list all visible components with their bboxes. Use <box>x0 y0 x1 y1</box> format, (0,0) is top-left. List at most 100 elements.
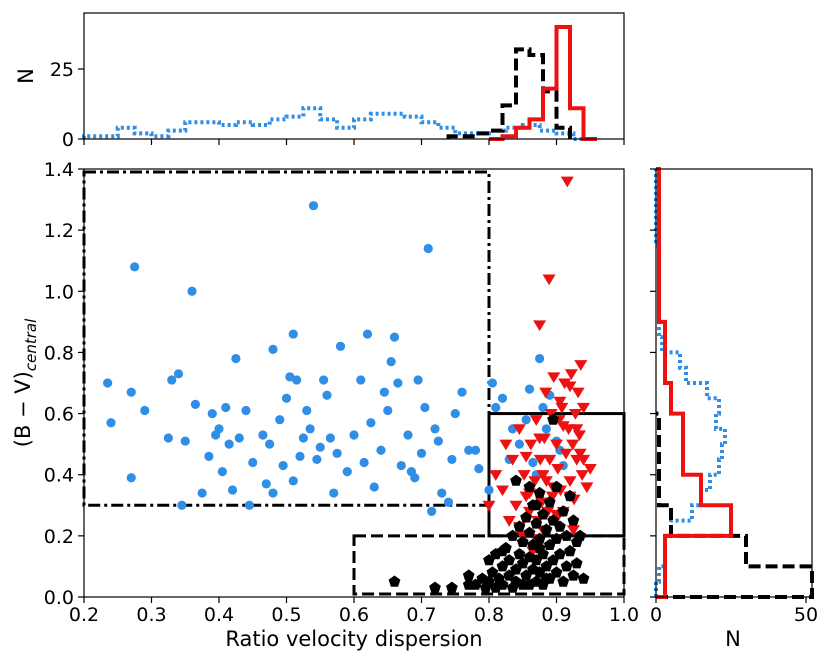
data-point-pentagon <box>550 480 563 492</box>
data-point-triangle <box>555 402 569 414</box>
y-tick-label: 0.8 <box>44 342 74 364</box>
y-tick-label: 1.0 <box>44 281 74 303</box>
data-point-circle <box>470 445 481 455</box>
data-point-triangle <box>524 439 538 451</box>
right-histogram-x-label: N <box>725 627 741 651</box>
data-point-pentagon <box>560 560 573 572</box>
data-point-triangle <box>536 470 550 481</box>
data-point-circle <box>433 436 443 446</box>
data-point-circle <box>130 262 140 272</box>
data-point-circle <box>126 473 136 483</box>
y-tick-label: 0.2 <box>44 526 74 548</box>
data-point-pentagon <box>564 544 576 557</box>
data-point-triangle <box>574 360 588 371</box>
data-point-pentagon <box>574 529 586 541</box>
data-point-pentagon <box>533 486 546 499</box>
data-point-circle <box>288 329 298 339</box>
top-histogram-dotted-series <box>82 106 591 141</box>
x-axis-ticks: 0.2 0.3 0.4 0.5 0.6 0.7 0.8 0.9 1.0 <box>69 597 639 626</box>
data-point-circle <box>450 408 460 419</box>
data-point-triangle <box>566 439 580 451</box>
data-point-circle <box>447 454 457 465</box>
data-point-circle <box>244 500 254 510</box>
right-histogram-dashed-series <box>656 411 814 599</box>
y-tick-label: 0.4 <box>44 465 74 487</box>
x-tick-label: 0.6 <box>339 604 369 626</box>
right-histogram: 0 50 N <box>650 167 818 651</box>
data-point-triangle <box>528 476 542 488</box>
data-point-circle <box>491 402 501 413</box>
top-histogram-bars <box>82 25 597 141</box>
right-histogram-frame <box>655 168 813 598</box>
region-dashdot <box>82 170 491 507</box>
data-point-triangle <box>512 424 526 436</box>
data-point-pentagon <box>547 514 559 526</box>
data-point-circle <box>292 375 302 385</box>
data-point-pentagon <box>557 575 570 587</box>
y-axis-label-subscript: central <box>22 318 40 371</box>
data-point-pentagon <box>577 572 590 584</box>
data-point-circle <box>349 430 359 440</box>
data-point-triangle <box>543 454 557 466</box>
data-point-circle <box>332 448 342 458</box>
data-point-circle <box>103 378 113 388</box>
data-point-circle <box>393 378 403 388</box>
data-point-triangle <box>547 372 561 384</box>
top-histogram-dashed-series <box>446 47 572 139</box>
data-point-circle <box>163 433 173 443</box>
data-point-circle <box>302 405 312 416</box>
data-point-circle <box>319 375 329 385</box>
y-tick-label: 0.6 <box>44 404 74 426</box>
data-point-pentagon <box>516 535 529 547</box>
data-point-circle <box>312 454 322 465</box>
x-tick-label: 0.5 <box>271 604 301 626</box>
data-point-circle <box>278 460 288 471</box>
data-point-pentagon <box>429 581 441 593</box>
data-point-pentagon <box>520 511 532 523</box>
data-point-circle <box>420 402 430 413</box>
data-point-triangle <box>564 369 578 381</box>
right-histogram-x-ticks: 0 50 <box>650 597 818 626</box>
data-point-pentagon <box>388 575 401 587</box>
data-point-circle <box>214 424 224 434</box>
data-point-circle <box>329 488 339 498</box>
data-point-triangle <box>550 439 563 451</box>
right-histogram-y-ticks <box>650 168 656 598</box>
data-point-triangle <box>558 378 572 390</box>
data-point-triangle <box>560 176 574 188</box>
data-point-triangle <box>575 470 589 481</box>
y-axis-ticks: 0.0 0.2 0.4 0.6 0.8 1.0 1.2 1.4 <box>44 159 84 609</box>
data-point-pentagon <box>496 578 509 590</box>
y-tick-label: 1.4 <box>44 159 74 181</box>
y-tick-label: 0.0 <box>44 587 74 609</box>
data-point-triangle <box>482 500 496 512</box>
right-x-tick-label: 0 <box>650 604 662 626</box>
data-point-pentagon <box>554 520 566 532</box>
x-tick-label: 0.9 <box>541 604 571 626</box>
data-point-circle <box>403 430 413 440</box>
data-point-triangle <box>506 454 520 466</box>
data-point-circle <box>342 467 352 477</box>
data-point-triangle <box>563 381 577 393</box>
data-point-circle <box>207 408 217 419</box>
data-point-circle <box>217 467 227 477</box>
data-point-pentagon <box>540 523 553 535</box>
data-point-circle <box>362 329 373 339</box>
data-point-triangle <box>571 387 585 399</box>
data-point-triangle <box>566 525 580 536</box>
data-point-circle <box>474 464 484 474</box>
data-point-circle <box>356 375 366 385</box>
y-axis-label-main: (B − V) <box>11 371 35 447</box>
data-point-circle <box>325 433 335 443</box>
data-point-circle <box>521 415 531 425</box>
data-point-triangle <box>577 402 590 414</box>
data-point-circle <box>305 424 315 434</box>
data-point-triangle <box>542 274 556 286</box>
data-point-circle <box>288 476 298 486</box>
data-point-circle <box>383 405 393 416</box>
data-point-circle <box>535 353 545 364</box>
data-point-circle <box>197 488 207 498</box>
data-point-circle <box>389 332 400 342</box>
data-point-circle <box>430 424 440 434</box>
